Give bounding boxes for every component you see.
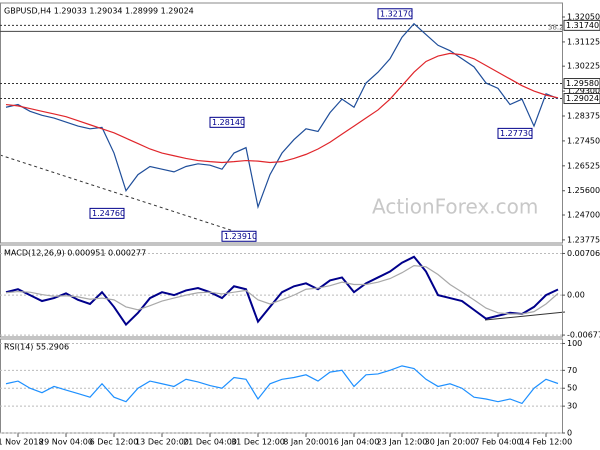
x-tick-label: 6 Dec 12:00 (90, 438, 139, 447)
x-tick-label: 21 Dec 04:00 (183, 438, 237, 447)
annotation-box (497, 127, 533, 139)
annotation-box (209, 116, 245, 128)
x-tick-label: 31 Dec 12:00 (231, 438, 285, 447)
y-tick-label: 1.32050 (567, 13, 600, 22)
annotation-label: 1.27730 (500, 129, 533, 138)
y-tick-label: 1.25600 (567, 186, 600, 195)
level-box (563, 93, 600, 105)
x-tick-label: 14 Feb 12:00 (520, 438, 572, 447)
x-tick-label: 8 Jan 20:00 (283, 438, 329, 447)
y-tick-label: 0.007063 (567, 249, 600, 258)
level-box (563, 19, 600, 31)
fib-label: 38.2 (548, 23, 564, 31)
panel-title: RSI(14) 55.2906 (4, 343, 69, 352)
trendline (0, 154, 256, 239)
annotation-box (89, 207, 125, 219)
x-tick-label: 21 Nov 2018 (0, 438, 44, 447)
level-label: 1.29024 (566, 94, 599, 103)
y-tick-label: 1.23775 (567, 235, 600, 244)
level-label: 1.31740 (566, 21, 599, 30)
y-tick-label: 100 (567, 339, 582, 348)
layout (0, 154, 566, 321)
panel-frame (0, 2, 563, 244)
panel-title: MACD(12,26,9) 0.000951 0.000277 (4, 249, 146, 258)
x-tick-label: 29 Nov 04:00 (39, 438, 93, 447)
y-tick-label: 1.28375 (567, 111, 600, 120)
series-line (5, 255, 559, 327)
macd-trendline (484, 311, 566, 321)
series-line (5, 52, 559, 164)
x-tick-label: 30 Jan 20:00 (425, 438, 476, 447)
annotation-box (221, 230, 257, 242)
x-tick-label: 7 Feb 04:00 (474, 438, 521, 447)
y-tick-label: 1.27450 (567, 136, 600, 145)
annotation-label: 1.28140 (212, 118, 245, 127)
y-tick-label: 1.29300 (567, 87, 600, 96)
y-tick-label: 30 (567, 402, 577, 411)
series-line (5, 265, 559, 315)
y-tick-label: 1.31125 (567, 37, 600, 46)
panel-title: GBPUSD,H4 1.29033 1.29034 1.28999 1.2902… (4, 7, 194, 16)
y-tick-label: 1.30225 (567, 62, 600, 71)
x-tick-label: 23 Jan 12:00 (377, 438, 428, 447)
panel-frame (0, 244, 563, 338)
y-tick-label: 0.00 (567, 291, 585, 300)
y-tick-label: 50 (567, 384, 577, 393)
y-tick-label: 1.24700 (567, 210, 600, 219)
level-box (563, 78, 600, 90)
level-label: 1.29580 (566, 79, 599, 88)
annotation-label: 1.24760 (92, 209, 125, 218)
annotation-box (377, 8, 413, 20)
y-tick-label: 70 (567, 366, 577, 375)
y-tick-label: 0 (567, 429, 572, 438)
annotation-label: 1.23910 (224, 232, 257, 241)
watermark: ActionForex.com (372, 195, 538, 219)
annotation-label: 1.32170 (380, 9, 413, 18)
series-line (5, 365, 559, 405)
x-tick-label: 16 Jan 04:00 (329, 438, 380, 447)
y-tick-label: 1.26525 (567, 161, 600, 170)
x-tick-label: 13 Dec 20:00 (135, 438, 189, 447)
y-tick-label: -0.006774 (567, 331, 600, 340)
